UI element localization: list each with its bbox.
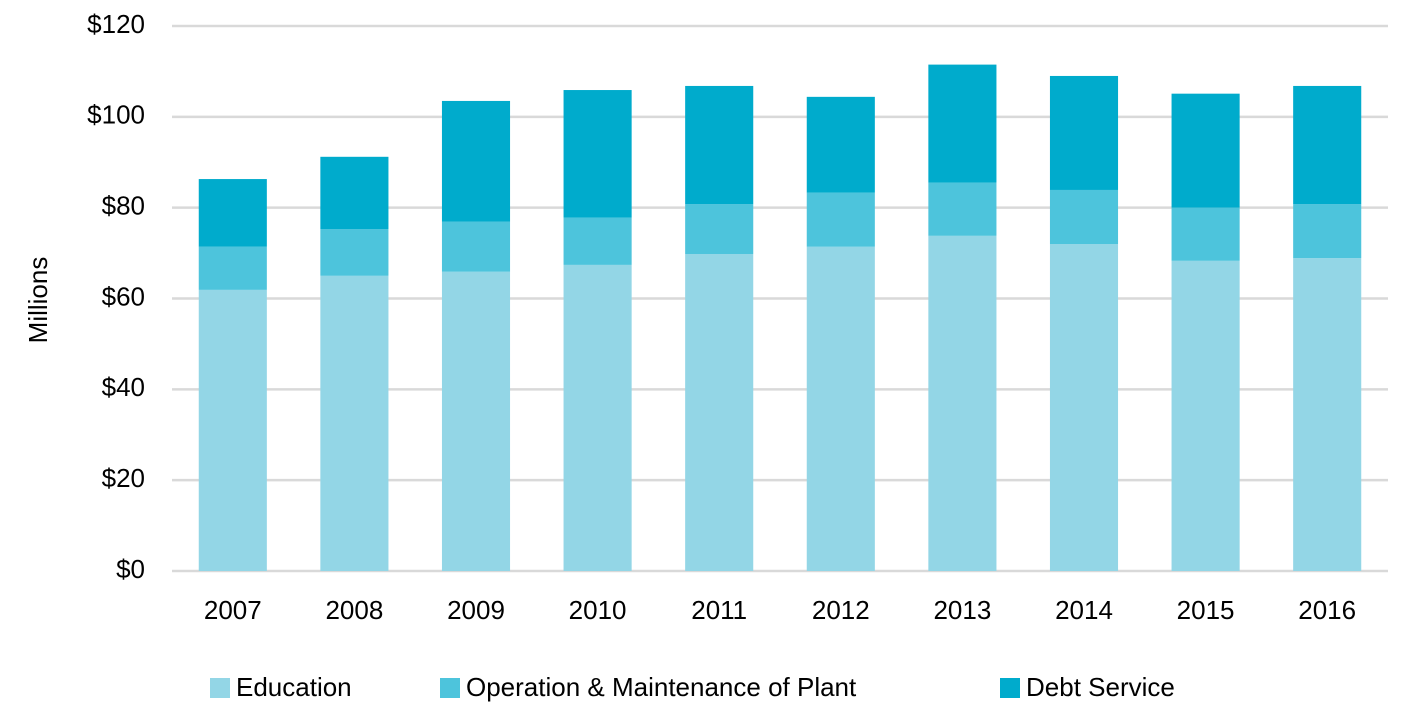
bar-segment <box>806 96 875 193</box>
bar-segment <box>685 204 754 254</box>
y-tick-label: $80 <box>102 191 145 221</box>
bar-segment <box>928 182 997 236</box>
y-tick-label: $60 <box>102 281 145 311</box>
x-tick-label: 2013 <box>933 595 991 625</box>
x-tick-label: 2012 <box>812 595 870 625</box>
bar-segment <box>1171 207 1240 261</box>
legend-swatch <box>1000 678 1020 698</box>
bar-segment <box>198 289 267 571</box>
bar-segment <box>441 271 511 571</box>
bar-segment <box>320 275 389 571</box>
y-tick-label: $0 <box>116 554 145 584</box>
bar-segment <box>1293 85 1362 205</box>
bar-segment <box>1171 260 1240 571</box>
bar-segment <box>563 90 632 218</box>
bar-segment <box>685 253 754 571</box>
bar-segment <box>1293 258 1362 571</box>
bar-segment <box>563 217 632 265</box>
bar-segment <box>1293 204 1362 259</box>
legend-label: Operation & Maintenance of Plant <box>466 672 857 702</box>
x-tick-label: 2007 <box>204 595 262 625</box>
x-tick-label: 2016 <box>1298 595 1356 625</box>
x-tick-label: 2008 <box>325 595 383 625</box>
y-tick-label: $20 <box>102 463 145 493</box>
bar-segment <box>441 221 511 272</box>
bar-segment <box>806 246 875 571</box>
bar-segment <box>928 64 997 183</box>
x-tick-label: 2014 <box>1055 595 1113 625</box>
bar-segment <box>1049 189 1119 244</box>
y-tick-label: $120 <box>87 9 145 39</box>
x-tick-label: 2009 <box>447 595 505 625</box>
bar-segment <box>806 192 875 247</box>
bar-segment <box>1049 75 1119 190</box>
legend-swatch <box>440 678 460 698</box>
y-tick-label: $100 <box>87 100 145 130</box>
bar-segment <box>198 179 267 247</box>
bar-segment <box>1049 244 1119 571</box>
y-axis-title: Millions <box>23 257 53 344</box>
bar-segment <box>441 100 511 222</box>
x-tick-label: 2015 <box>1177 595 1235 625</box>
x-tick-label: 2010 <box>569 595 627 625</box>
legend-swatch <box>210 678 230 698</box>
legend-label: Education <box>236 672 352 702</box>
bar-segment <box>320 229 389 276</box>
bar-segment <box>685 85 754 205</box>
legend-label: Debt Service <box>1026 672 1175 702</box>
bar-segment <box>928 235 997 571</box>
bar-segment <box>1171 93 1240 208</box>
bar-segment <box>320 156 389 230</box>
bar-segment <box>198 246 267 290</box>
y-tick-label: $40 <box>102 372 145 402</box>
bar-segment <box>563 264 632 571</box>
x-tick-label: 2011 <box>691 595 747 625</box>
